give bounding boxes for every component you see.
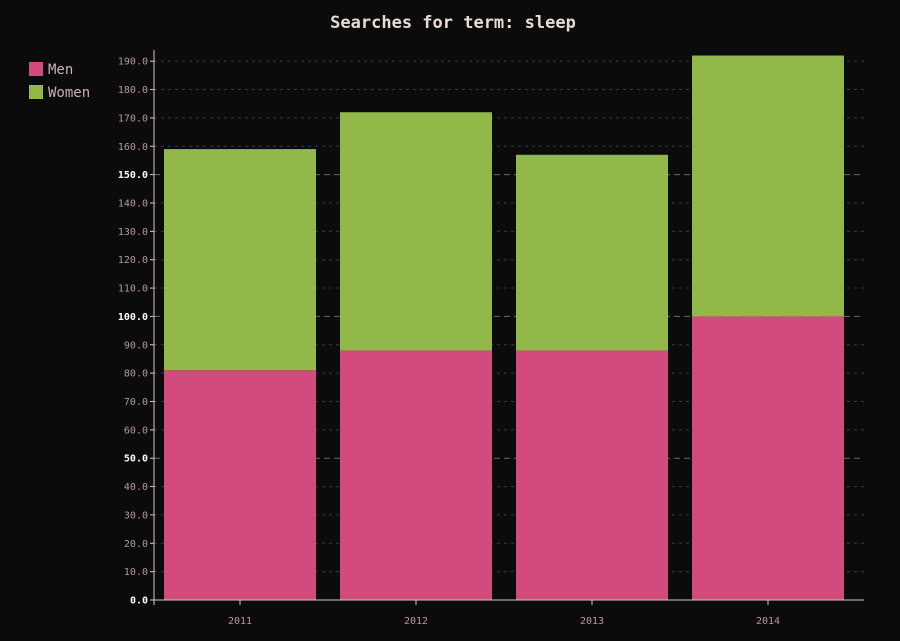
y-ticks: 0.0 10.0 20.0 30.0 40.0 50.0 60.0 70.0 80.0 90.0 1… [118,57,154,607]
bar-women-2013 [516,154,668,351]
y-tick-label-11: 110.0 [118,284,148,295]
y-tick-label-4: 40.0 [124,482,148,493]
y-tick-label-15: 150.0 [118,170,148,181]
legend-label-women: Women [48,85,90,101]
x-ticks: 2011 2012 2013 2014 [228,600,780,627]
axes [153,50,864,605]
y-tick-label-9: 90.0 [124,340,148,351]
y-tick-label-8: 80.0 [124,369,148,380]
legend-swatch-men [29,62,43,76]
y-tick-label-18: 180.0 [118,85,148,96]
y-tick-label-7: 70.0 [124,397,148,408]
legend-label-men: Men [48,62,73,78]
bar-men-2014 [692,316,844,600]
y-tick-label-6: 60.0 [124,425,148,436]
bar-women-2011 [164,149,316,371]
y-tick-label-2: 20.0 [124,539,148,550]
bar-men-2013 [516,350,668,600]
y-tick-label-12: 120.0 [118,255,148,266]
y-tick-label-3: 30.0 [124,510,148,521]
bar-men-2012 [340,350,492,600]
bar-women-2014 [692,55,844,317]
y-tick-label-0: 0.0 [130,596,148,607]
x-tick-label-2013: 2013 [580,616,604,627]
y-tick-label-13: 130.0 [118,227,148,238]
bar-women-2012 [340,112,492,351]
bar-men-2011 [164,370,316,600]
y-tick-label-19: 190.0 [118,57,148,68]
y-tick-label-16: 160.0 [118,142,148,153]
y-tick-label-5: 50.0 [124,454,148,465]
y-tick-label-1: 10.0 [124,567,148,578]
legend: Men Women [29,62,90,101]
y-tick-label-10: 100.0 [118,312,148,323]
bars [164,55,844,600]
y-tick-label-17: 170.0 [118,113,148,124]
x-tick-label-2011: 2011 [228,616,252,627]
chart-title: Searches for term: sleep [330,13,576,33]
x-tick-label-2012: 2012 [404,616,428,627]
legend-swatch-women [29,85,43,99]
x-tick-label-2014: 2014 [756,616,780,627]
y-tick-label-14: 140.0 [118,198,148,209]
